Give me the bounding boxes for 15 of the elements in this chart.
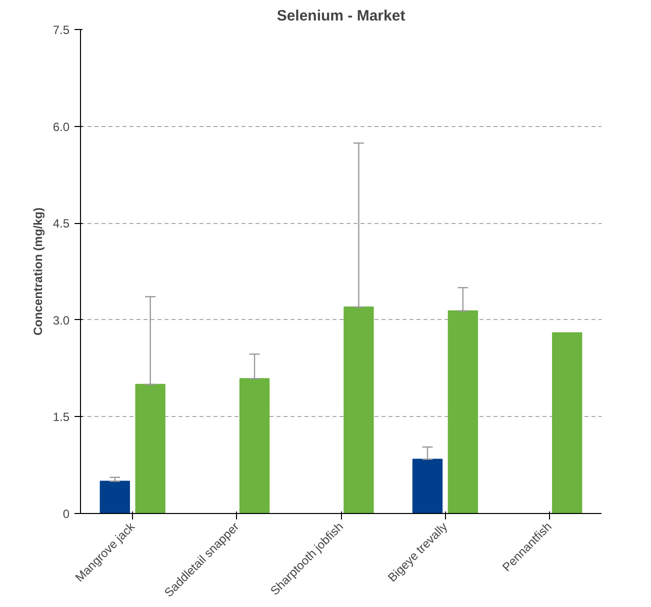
bar <box>552 332 582 514</box>
bar <box>135 384 166 514</box>
y-tick-label: 0 <box>62 507 70 521</box>
bar <box>412 458 443 514</box>
y-axis-title: Concentration (mg/kg) <box>30 207 45 336</box>
bar <box>100 480 130 514</box>
bar <box>344 306 374 514</box>
bar <box>239 378 270 514</box>
chart-title: Selenium - Market <box>276 8 406 24</box>
y-tick-label: 3.0 <box>52 313 70 328</box>
y-tick-label: 6.0 <box>52 120 70 134</box>
y-tick-label: 1.5 <box>52 410 70 424</box>
bar <box>448 310 478 514</box>
y-tick-label: 4.5 <box>52 216 70 231</box>
y-tick-label: 7.5 <box>52 23 70 37</box>
